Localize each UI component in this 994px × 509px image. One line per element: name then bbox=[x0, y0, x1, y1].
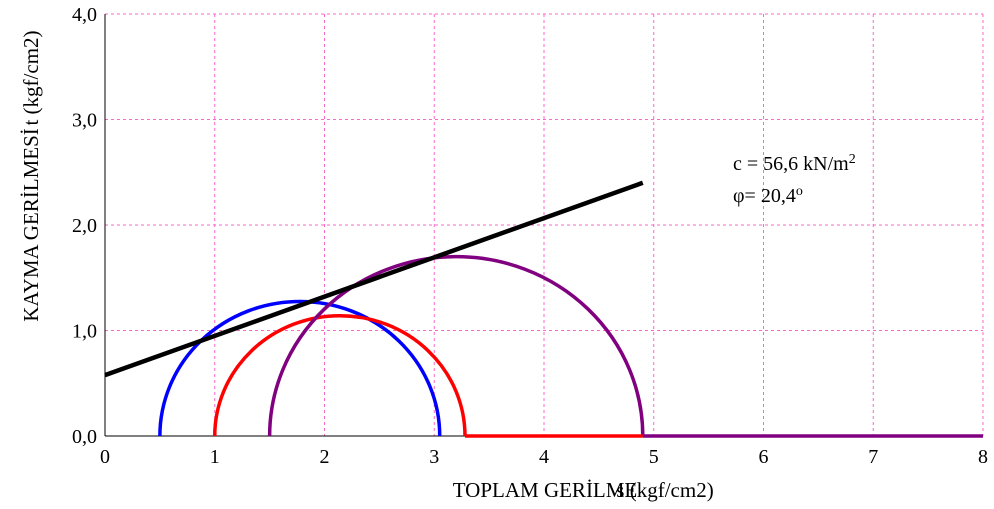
cohesion-annotation: c = 56,6 kN/m2 bbox=[733, 152, 856, 175]
grid-lines bbox=[104, 13, 984, 437]
y-tick-label: 4,0 bbox=[72, 4, 97, 26]
x-tick-label: 5 bbox=[649, 446, 659, 468]
failure-envelope-line bbox=[104, 180, 644, 378]
mohr-circle-1 bbox=[158, 299, 442, 437]
tick-labels: 0 1 2 3 4 5 6 7 8 0,0 1,0 2,0 3,0 4,0 bbox=[72, 4, 988, 468]
y-axis-title-symbol: t (kgf/cm2) bbox=[19, 30, 43, 125]
y-tick-label: 1,0 bbox=[72, 321, 97, 343]
x-tick-label: 1 bbox=[210, 446, 220, 468]
friction-annotation: φ= 20,4o bbox=[733, 184, 803, 207]
x-tick-label: 4 bbox=[539, 446, 549, 468]
x-tick-label: 2 bbox=[320, 446, 330, 468]
x-tick-label: 7 bbox=[868, 446, 878, 468]
x-axis-title-main: TOPLAM GERİLME bbox=[453, 478, 638, 502]
plot-area bbox=[104, 180, 983, 438]
x-tick-label: 8 bbox=[978, 446, 988, 468]
y-tick-label: 0,0 bbox=[72, 426, 97, 448]
x-tick-label: 0 bbox=[100, 446, 110, 468]
y-tick-label: 3,0 bbox=[72, 110, 97, 132]
mohr-circle-2 bbox=[213, 314, 467, 437]
x-axis-title-symbol: s (kgf/cm2) bbox=[616, 478, 713, 502]
y-axis-title-main: KAYMA GERİLMESİ bbox=[19, 128, 43, 322]
y-tick-label: 2,0 bbox=[72, 215, 97, 237]
x-tick-label: 3 bbox=[429, 446, 439, 468]
mohr-circle-3 bbox=[267, 254, 645, 437]
x-tick-label: 6 bbox=[759, 446, 769, 468]
